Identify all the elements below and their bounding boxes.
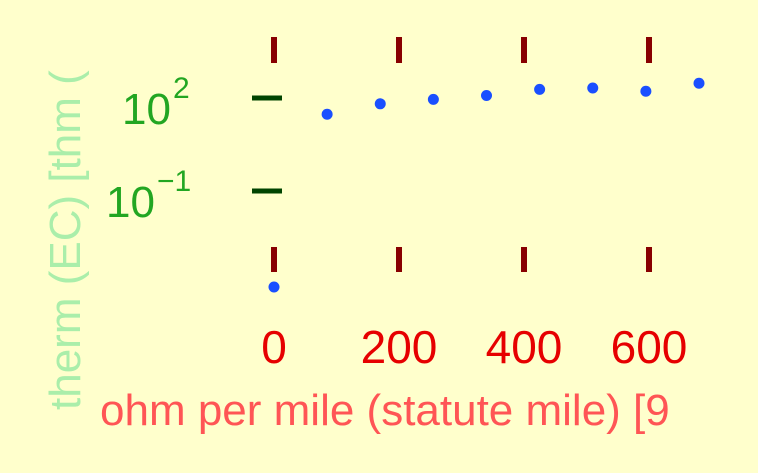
y-tick-label-1: 10−1	[106, 165, 191, 227]
data-point	[693, 77, 705, 89]
data-points	[268, 77, 705, 293]
y-tick-label-0: 102	[122, 72, 190, 134]
data-point	[268, 281, 280, 293]
data-point	[374, 98, 386, 110]
y-tick-marks	[252, 95, 282, 194]
y-axis-label: therm (EC) [thm (	[41, 70, 90, 410]
x-axis-label: ohm per mile (statute mile) [9	[100, 386, 670, 435]
x-tick-label-400: 400	[486, 321, 563, 373]
data-point	[640, 85, 652, 97]
data-point	[481, 90, 492, 102]
x-tick-labels: 0 200 400 600	[261, 321, 687, 373]
data-point	[534, 83, 546, 95]
data-point	[587, 82, 599, 94]
x-tick-label-600: 600	[611, 321, 688, 373]
data-point	[427, 93, 439, 105]
x-tick-marks	[271, 37, 652, 272]
data-point	[321, 108, 333, 120]
x-tick-label-200: 200	[361, 321, 438, 373]
x-tick-label-0: 0	[261, 321, 287, 373]
y-tick-labels: 102 10−1	[106, 72, 191, 227]
